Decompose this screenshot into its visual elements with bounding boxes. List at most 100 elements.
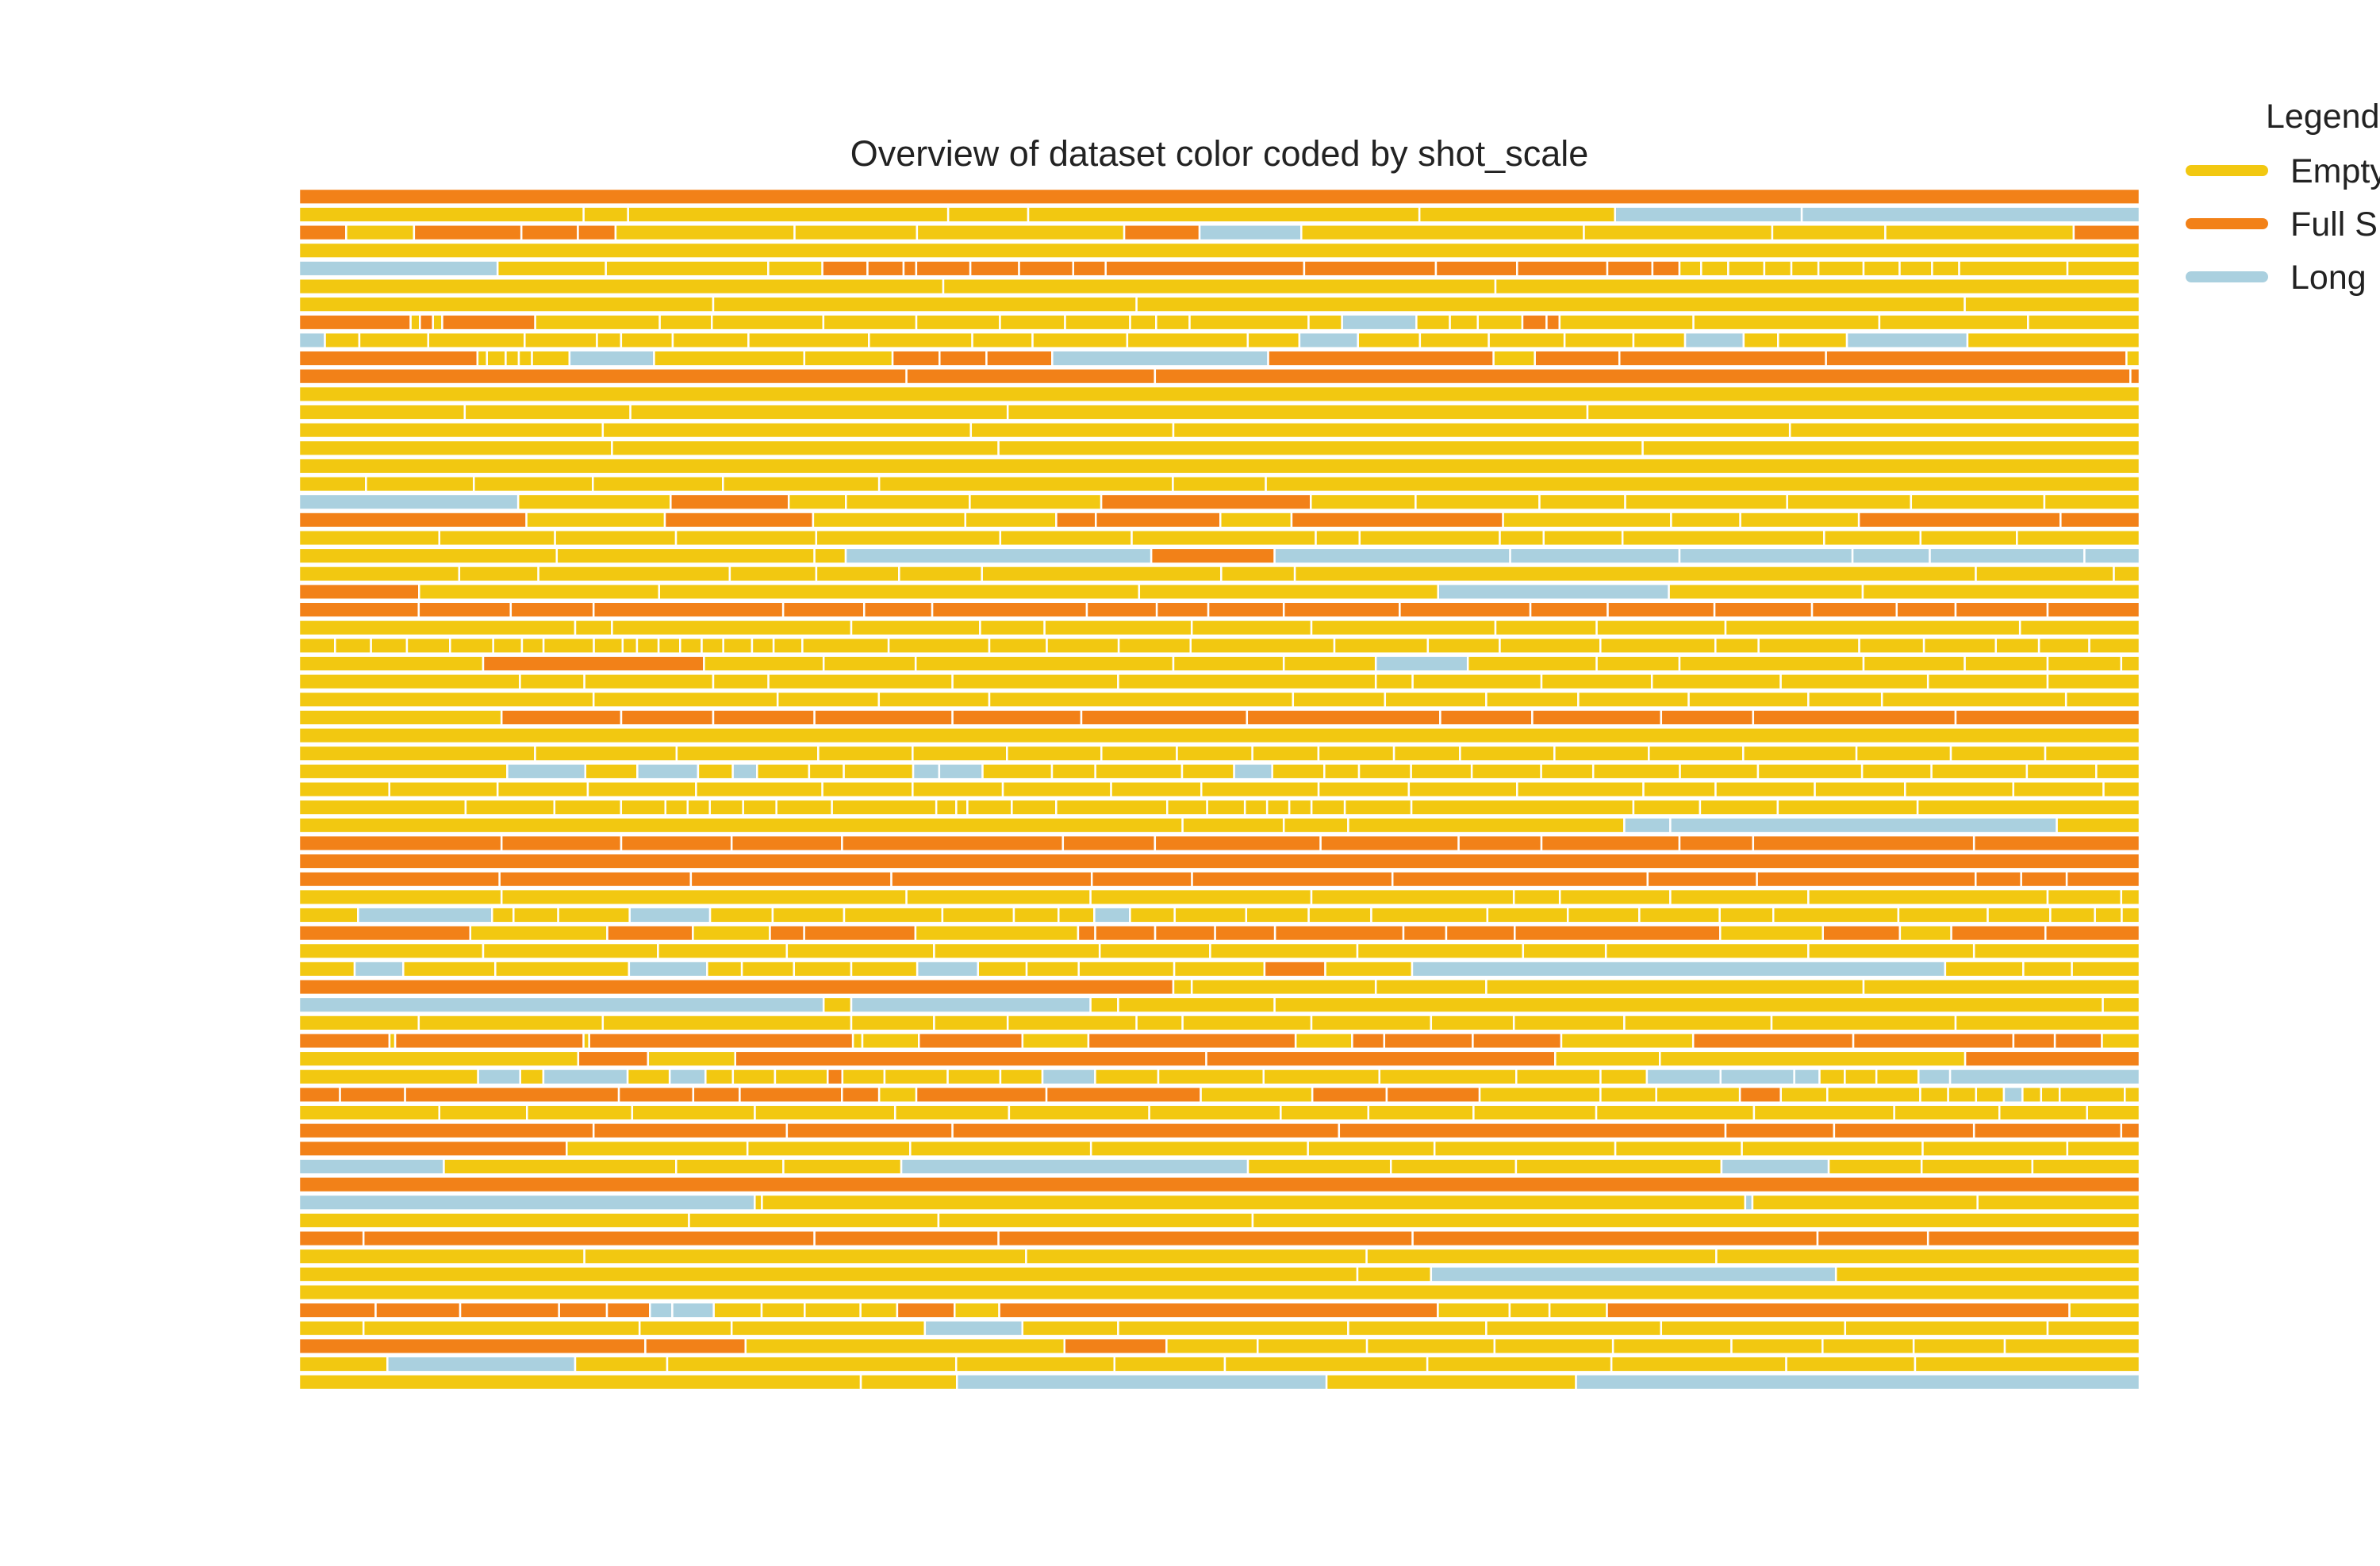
bar-segment-empty (999, 313, 1066, 332)
bar-segment-empty (1599, 1068, 1649, 1086)
bar-segment-empty (815, 565, 900, 583)
bar-segment-full-s (1540, 834, 1681, 852)
bar-segment-empty (1433, 1139, 1617, 1157)
bar-segment-empty (1243, 798, 1269, 816)
bar-segment-empty (463, 403, 631, 421)
bar-segment-empty (868, 331, 973, 350)
bar-segment-empty (877, 1085, 918, 1103)
bar-segment-full-s (862, 601, 934, 619)
bar-segment-empty (1113, 1355, 1226, 1373)
bar-segment-empty (1599, 1085, 1657, 1103)
bar-segment-empty (298, 708, 503, 727)
bar-segment-long (298, 1193, 756, 1211)
bar-segment-empty (1219, 511, 1293, 529)
bar-segment-empty (946, 1068, 1002, 1086)
bar-segment-long (1374, 654, 1469, 673)
bar-segment-empty (2113, 565, 2141, 583)
bar-segment-long (636, 762, 700, 781)
bar-segment-empty (2058, 1085, 2126, 1103)
bar-segment-empty (1358, 528, 1501, 547)
bar-segment-empty (803, 349, 894, 367)
bar-segment-empty (981, 565, 1223, 583)
bar-segment-full-s (1529, 601, 1609, 619)
bar-segment-empty (1540, 673, 1653, 691)
bar-segment-full-s (1077, 924, 1096, 942)
bar-segment-empty (692, 924, 771, 942)
bar-segment-empty (1200, 780, 1320, 799)
bar-segment-empty (2056, 816, 2141, 835)
bar-segment-full-s (1534, 349, 1621, 367)
bar-segment-empty (1954, 1014, 2141, 1032)
bar-segment-empty (1246, 331, 1301, 350)
bar-segment-empty (712, 673, 770, 691)
bar-segment-empty (1821, 1337, 1915, 1355)
bar-row (298, 421, 2141, 439)
bar-segment-empty (2094, 906, 2123, 924)
bar-segment-full-s (588, 1031, 854, 1050)
bar-row (298, 187, 2141, 205)
bar-segment-full-s (670, 493, 790, 511)
bar-segment-empty (988, 690, 1295, 708)
bar-segment-empty (574, 1355, 669, 1373)
bar-segment-empty (1964, 654, 2049, 673)
bar-segment-empty (1356, 1265, 1433, 1284)
bar-segment-empty (298, 673, 521, 691)
bar-segment-empty (1522, 942, 1607, 960)
bar-segment-empty (804, 1301, 862, 1319)
bar-segment-empty (1492, 349, 1536, 367)
bar-row (298, 619, 2141, 637)
bar-segment-empty (1756, 762, 1864, 781)
bar-segment-long (916, 960, 980, 978)
bar-segment-empty (1148, 1103, 1282, 1122)
bar-segment-empty (813, 547, 847, 565)
bar-segment-empty (1834, 1265, 2141, 1284)
bar-segment-empty (1135, 1014, 1184, 1032)
bar-segment-full-s (298, 834, 503, 852)
bar-segment-empty (1912, 1337, 2006, 1355)
bar-segment-full-s (1514, 924, 1722, 942)
bar-segment-empty (1043, 619, 1193, 637)
bar-segment-empty (731, 1068, 777, 1086)
bar-segment-empty (1502, 511, 1672, 529)
bar-segment-empty (1021, 1031, 1090, 1050)
bar-segment-long (506, 762, 587, 781)
bar-row (298, 798, 2141, 816)
bar-segment-empty (464, 798, 556, 816)
bar-segment-empty (966, 798, 1013, 816)
bar-segment-empty (1586, 403, 2141, 421)
bar-row (298, 528, 2141, 547)
bar-row (298, 1157, 2141, 1176)
bar-segment-empty (1317, 744, 1395, 762)
bar-segment-empty (1012, 906, 1060, 924)
bar-segment-long (628, 960, 708, 978)
bar-segment-empty (905, 888, 1092, 906)
bar-segment-empty (2124, 1085, 2141, 1103)
bar-segment-empty (1251, 744, 1320, 762)
bar-row (298, 1373, 2141, 1391)
bar-segment-empty (1788, 421, 2141, 439)
bar-segment-full-s (1311, 1085, 1388, 1103)
bar-segment-empty (703, 654, 825, 673)
bar-segment-empty (638, 1319, 733, 1338)
bar-segment-empty (298, 457, 2141, 475)
bar-segment-empty (1001, 780, 1112, 799)
bar-segment-empty (1365, 1337, 1496, 1355)
bar-segment-empty (843, 762, 915, 781)
bar-segment-empty (817, 744, 914, 762)
bar-segment-empty (298, 1211, 690, 1230)
bar-segment-empty (1055, 798, 1169, 816)
bar-segment-empty (1540, 762, 1595, 781)
bar-segment-long (298, 493, 520, 511)
bar-segment-empty (979, 619, 1046, 637)
bar-segment-full-s (1516, 259, 1609, 278)
bar-segment-long (731, 762, 758, 781)
bar-segment-empty (1771, 224, 1887, 242)
bar-segment-empty (750, 636, 775, 654)
bar-segment-full-s (298, 870, 501, 889)
bar-segment-empty (1050, 762, 1096, 781)
bar-segment-empty (438, 528, 556, 547)
bar-segment-empty (812, 511, 967, 529)
bar-segment-full-s (813, 708, 954, 727)
bar-segment-empty (298, 654, 485, 673)
